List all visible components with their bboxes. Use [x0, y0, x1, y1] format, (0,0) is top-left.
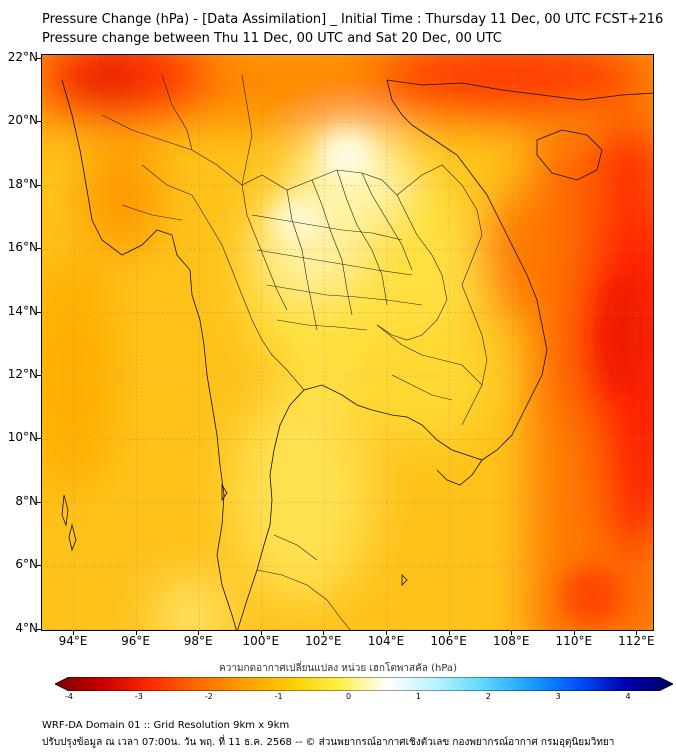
lat-tick-mark: [37, 565, 41, 567]
footer-model-info: WRF-DA Domain 01 :: Grid Resolution 9km …: [42, 720, 290, 731]
lon-tick-mark: [448, 631, 450, 635]
lat-tick-mark: [37, 501, 41, 503]
lon-tick-label: 106°E: [430, 634, 467, 648]
lat-tick-mark: [37, 248, 41, 250]
colorbar-tick-label: -2: [204, 692, 213, 701]
colorbar-label: ความกดอากาศเปลี่ยนแปลง หน่วย เฮกโตพาสคัล…: [219, 663, 457, 674]
colorbar: [55, 677, 673, 691]
lat-tick-label: 20°N: [7, 113, 38, 128]
coastlines: [61, 79, 653, 630]
lat-tick-mark: [37, 438, 41, 440]
lon-tick-label: 102°E: [305, 634, 342, 648]
lat-tick-label: 4°N: [15, 620, 38, 635]
field-highlights: [272, 133, 647, 625]
colorbar-bar: [55, 677, 673, 691]
pressure-change-map: [41, 54, 654, 631]
lon-tick-mark: [323, 631, 325, 635]
colorbar-tick-label: 1: [415, 692, 421, 701]
lat-tick-mark: [37, 121, 41, 123]
lon-tick-label: 96°E: [121, 634, 151, 648]
colorbar-tick-label: 4: [625, 692, 631, 701]
lat-tick-label: 10°N: [7, 430, 38, 445]
lat-tick-mark: [37, 58, 41, 59]
lat-tick-mark: [37, 375, 41, 376]
map-gridlines: [42, 55, 653, 630]
lon-tick-label: 94°E: [58, 634, 88, 648]
lat-tick-label: 14°N: [7, 303, 38, 318]
lon-tick-mark: [573, 631, 575, 635]
lon-tick-label: 100°E: [242, 634, 280, 648]
lat-tick-label: 22°N: [7, 50, 38, 64]
lon-tick-label: 112°E: [618, 634, 655, 648]
lon-tick-label: 104°E: [367, 634, 405, 648]
lon-tick-mark: [511, 631, 513, 635]
lat-tick-mark: [37, 311, 41, 313]
colorbar-tick-label: 0: [345, 692, 352, 701]
colorbar-tick-label: -3: [134, 692, 143, 701]
map-title: Pressure Change (hPa) - [Data Assimilati…: [42, 12, 664, 27]
lon-tick-mark: [73, 631, 74, 635]
lat-tick-label: 18°N: [7, 176, 38, 191]
lat-tick-mark: [37, 628, 41, 630]
footer-credit: ปรับปรุงข้อมูล ณ เวลา 07:00น. วัน พฤ. ที…: [42, 737, 615, 748]
lon-tick-mark: [636, 631, 638, 635]
admin-borders: [101, 74, 488, 630]
colorbar-tick-label: 2: [485, 692, 491, 701]
lon-tick-mark: [198, 631, 200, 635]
colorbar-tick-label: -4: [65, 692, 73, 701]
lon-tick-mark: [260, 631, 262, 635]
lat-tick-label: 6°N: [15, 557, 38, 572]
lon-tick-mark: [135, 631, 137, 635]
lat-tick-label: 8°N: [15, 493, 38, 508]
map-subtitle: Pressure change between Thu 11 Dec, 00 U…: [42, 31, 502, 46]
lon-tick-label: 98°E: [183, 634, 213, 648]
lat-tick-label: 12°N: [7, 367, 38, 381]
colorbar-tick-label: 3: [555, 692, 561, 701]
lat-tick-mark: [37, 184, 41, 186]
map-field-svg: [42, 55, 653, 630]
lon-tick-label: 108°E: [492, 634, 530, 648]
colorbar-tick-label: -1: [274, 692, 283, 701]
lat-tick-label: 16°N: [7, 240, 38, 255]
lon-tick-mark: [386, 631, 387, 635]
lon-tick-label: 110°E: [555, 634, 593, 648]
